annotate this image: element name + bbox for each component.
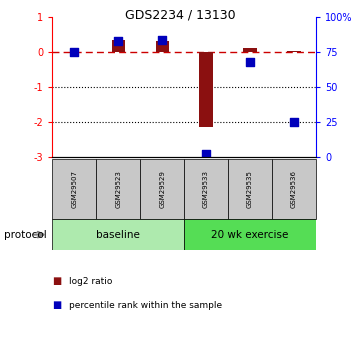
Bar <box>243 48 257 52</box>
Text: GSM29507: GSM29507 <box>71 170 77 208</box>
Text: 20 wk exercise: 20 wk exercise <box>211 230 289 239</box>
Text: percentile rank within the sample: percentile rank within the sample <box>69 301 222 310</box>
Point <box>71 49 77 55</box>
Point <box>291 119 297 125</box>
Bar <box>184 219 316 250</box>
Bar <box>184 159 228 219</box>
Text: protocol: protocol <box>4 230 46 240</box>
Point <box>159 37 165 42</box>
Bar <box>200 52 213 127</box>
Point <box>115 38 121 44</box>
Text: GSM29536: GSM29536 <box>291 170 297 208</box>
Text: log2 ratio: log2 ratio <box>69 277 112 286</box>
Bar <box>96 159 140 219</box>
Bar <box>228 159 272 219</box>
Bar <box>287 51 300 52</box>
Text: GDS2234 / 13130: GDS2234 / 13130 <box>125 9 236 22</box>
Text: baseline: baseline <box>96 230 140 239</box>
Bar <box>140 159 184 219</box>
Text: GSM29533: GSM29533 <box>203 170 209 208</box>
Point <box>247 59 253 65</box>
Text: GSM29523: GSM29523 <box>115 170 121 208</box>
Text: ■: ■ <box>52 276 62 286</box>
Bar <box>272 159 316 219</box>
Text: GSM29535: GSM29535 <box>247 170 253 208</box>
Point <box>203 151 209 157</box>
Bar <box>112 40 125 52</box>
Bar <box>52 159 96 219</box>
Bar <box>52 219 184 250</box>
Text: GSM29529: GSM29529 <box>159 170 165 208</box>
Text: ■: ■ <box>52 300 62 310</box>
Bar <box>156 41 169 52</box>
